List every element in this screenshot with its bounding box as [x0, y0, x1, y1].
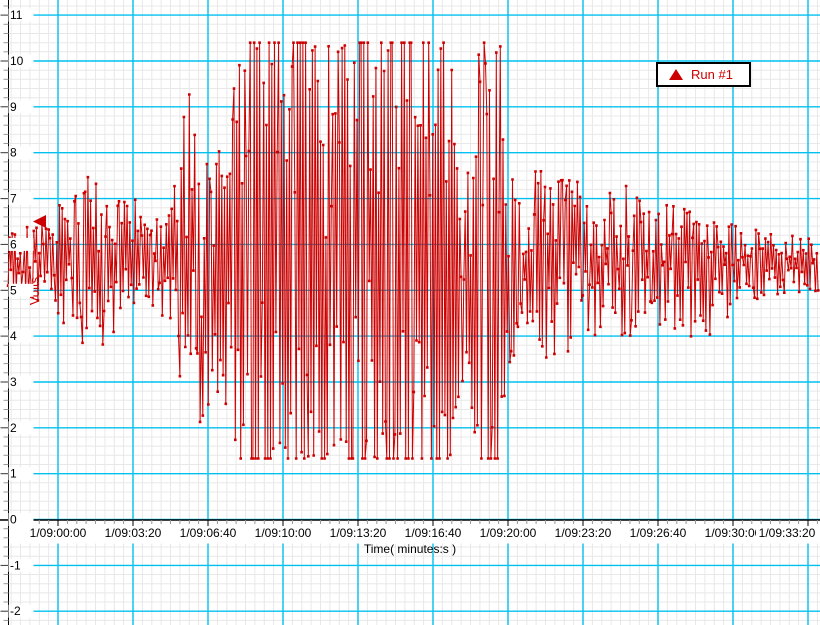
svg-text:11: 11 [10, 8, 23, 22]
x-tick-labels: 1/09:00:00 1/09:03:20 1/09:06:40 1/09:10:00… [27, 526, 818, 540]
svg-text:1/09:33:20: 1/09:33:20 [759, 526, 816, 540]
level-marker-triangle-left-icon[interactable] [33, 215, 46, 228]
svg-text:1/09:16:40: 1/09:16:40 [405, 526, 462, 540]
x-axis-title: Time( minutes:s ) [363, 542, 457, 556]
svg-text:-2: -2 [10, 604, 21, 618]
svg-text:1/09:06:40: 1/09:06:40 [180, 526, 237, 540]
svg-text:1/09:10:00: 1/09:10:00 [255, 526, 312, 540]
svg-text:4: 4 [10, 329, 17, 343]
svg-text:1/09:26:40: 1/09:26:40 [630, 526, 687, 540]
svg-text:3: 3 [10, 375, 17, 389]
y-axis-ticks [0, 5, 9, 621]
svg-text:10: 10 [10, 54, 24, 68]
svg-text:8: 8 [10, 146, 17, 160]
x-axis-ticks [10, 520, 818, 528]
svg-text:1/09:30:00: 1/09:30:00 [705, 526, 762, 540]
legend[interactable]: Run #1 [656, 62, 751, 87]
svg-text:-1: -1 [10, 558, 21, 572]
svg-text:1/09:03:20: 1/09:03:20 [105, 526, 162, 540]
svg-text:1: 1 [10, 467, 17, 481]
svg-text:0: 0 [10, 513, 17, 527]
svg-text:1/09:23:20: 1/09:23:20 [555, 526, 612, 540]
svg-text:2: 2 [10, 421, 17, 435]
svg-text:1/09:13:20: 1/09:13:20 [330, 526, 387, 540]
svg-text:1/09:20:00: 1/09:20:00 [480, 526, 537, 540]
svg-text:9: 9 [10, 100, 17, 114]
legend-triangle-up-icon [669, 69, 683, 80]
svg-text:6: 6 [10, 237, 17, 251]
svg-text:5: 5 [10, 283, 17, 297]
svg-text:7: 7 [10, 192, 17, 206]
series-run1-line [7, 42, 819, 459]
legend-run-label: Run #1 [691, 67, 733, 82]
svg-text:1/09:00:00: 1/09:00:00 [30, 526, 87, 540]
